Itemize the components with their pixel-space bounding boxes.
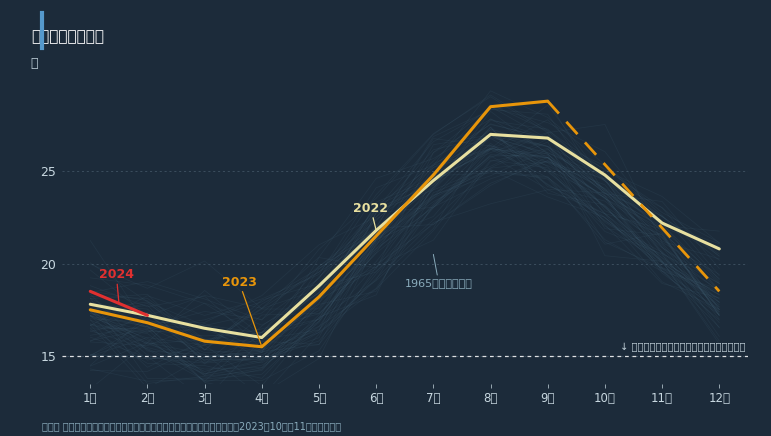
Text: 相模湾の平均水温: 相模湾の平均水温 [31,29,104,44]
Text: 度: 度 [31,57,39,70]
Text: 2024: 2024 [99,269,134,303]
Text: ↓ 熱帯・亜熱帯性の魚が生きられる最低水温: ↓ 熱帯・亜熱帯性の魚が生きられる最低水温 [620,342,745,352]
Text: 2022: 2022 [353,202,389,230]
Text: （注） 神奈川県水産技術センターのデータをもとに作成。相模湾を含む。2023年10月と11月は計測なし: （注） 神奈川県水産技術センターのデータをもとに作成。相模湾を含む。2023年1… [42,422,342,432]
Text: 2023: 2023 [222,276,262,347]
Text: 1965年以降の各年: 1965年以降の各年 [405,255,473,288]
